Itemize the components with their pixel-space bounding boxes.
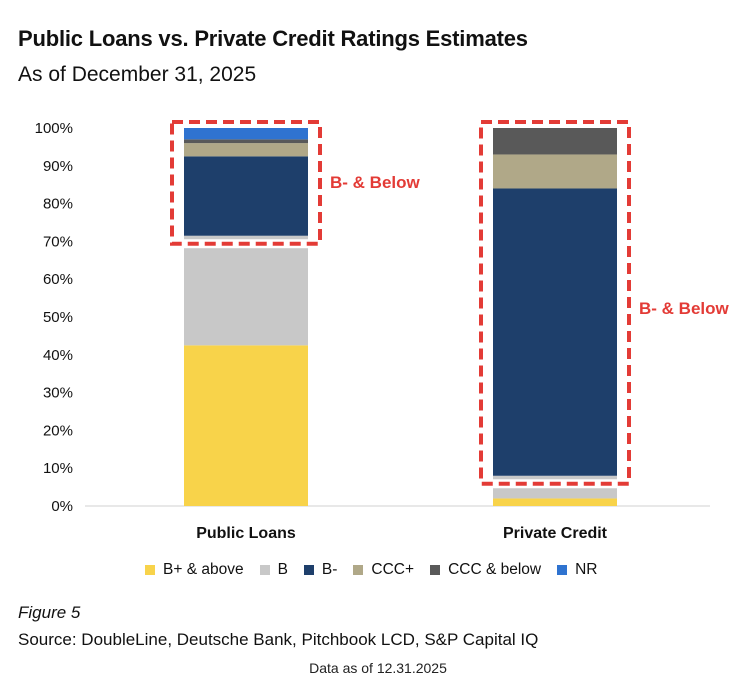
legend-label: B bbox=[277, 561, 288, 578]
legend-label: CCC & below bbox=[448, 561, 542, 578]
legend-label: CCC+ bbox=[371, 561, 415, 578]
bar-segment-nr bbox=[184, 128, 308, 140]
legend-item: CCC & below bbox=[430, 561, 541, 579]
legend-item: B bbox=[259, 561, 288, 579]
y-tick-label: 20% bbox=[43, 422, 73, 439]
y-tick-label: 0% bbox=[51, 498, 73, 515]
legend-swatch bbox=[259, 565, 270, 575]
bar-segment-b-above bbox=[184, 345, 308, 506]
figure-label: Figure 5 bbox=[18, 603, 81, 622]
legend-item: B- bbox=[303, 561, 338, 579]
bar-segment-ccc-below bbox=[184, 139, 308, 144]
legend-swatch bbox=[557, 565, 568, 575]
legend-label: B+ & above bbox=[163, 561, 244, 578]
annotation-label: B- & Below bbox=[639, 299, 730, 318]
legend-label: B- bbox=[321, 561, 338, 578]
bar-segment-ccc-below bbox=[493, 128, 617, 155]
y-tick-label: 40% bbox=[43, 347, 73, 364]
y-tick-label: 70% bbox=[43, 233, 73, 250]
chart-title: Public Loans vs. Private Credit Ratings … bbox=[18, 26, 528, 51]
annotation-label: B- & Below bbox=[330, 173, 421, 192]
y-tick-label: 30% bbox=[43, 385, 73, 402]
legend-swatch bbox=[145, 565, 155, 575]
y-tick-label: 50% bbox=[43, 309, 73, 326]
x-category-label: Public Loans bbox=[196, 525, 296, 542]
bar-segment-b bbox=[184, 156, 308, 236]
annotation-box bbox=[479, 120, 631, 486]
legend-swatch bbox=[430, 565, 441, 575]
x-category-label: Private Credit bbox=[503, 525, 608, 542]
legend: B+ & above B B- CCC+ CCC & below NR bbox=[145, 561, 613, 579]
legend-item: NR bbox=[557, 561, 597, 579]
legend-swatch bbox=[353, 565, 364, 575]
source-note: Source: DoubleLine, Deutsche Bank, Pitch… bbox=[18, 630, 539, 649]
annotation-box bbox=[170, 120, 322, 246]
bar-segment-b bbox=[184, 235, 308, 346]
y-tick-label: 60% bbox=[43, 271, 73, 288]
data-as-of-note: Data as of 12.31.2025 bbox=[309, 660, 447, 676]
legend-label: NR bbox=[575, 561, 598, 578]
legend-swatch bbox=[303, 565, 314, 575]
bar-segment-ccc bbox=[493, 154, 617, 189]
y-tick-label: 80% bbox=[43, 196, 73, 213]
bar-segment-ccc bbox=[184, 143, 308, 157]
legend-item: CCC+ bbox=[353, 561, 414, 579]
bar-segment-b bbox=[493, 188, 617, 476]
y-tick-label: 100% bbox=[35, 120, 73, 137]
chart-subtitle: As of December 31, 2025 bbox=[18, 63, 257, 86]
stacked-bar-chart: 0% 10% 20% 30% 40% 50% 60% 70% 80% 90% 100% Public … bbox=[34, 120, 730, 542]
y-tick-label: 10% bbox=[43, 460, 73, 477]
y-tick-label: 90% bbox=[43, 158, 73, 175]
bar-segment-b-above bbox=[493, 498, 617, 506]
legend-item: B+ & above bbox=[145, 561, 244, 579]
